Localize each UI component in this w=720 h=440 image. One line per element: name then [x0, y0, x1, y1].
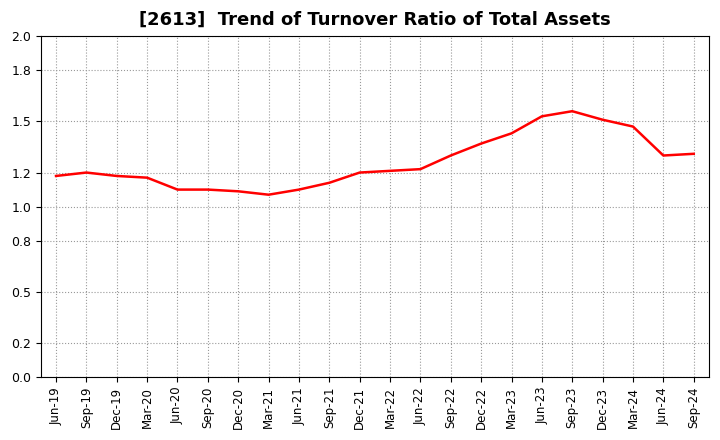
Title: [2613]  Trend of Turnover Ratio of Total Assets: [2613] Trend of Turnover Ratio of Total … [139, 11, 611, 29]
